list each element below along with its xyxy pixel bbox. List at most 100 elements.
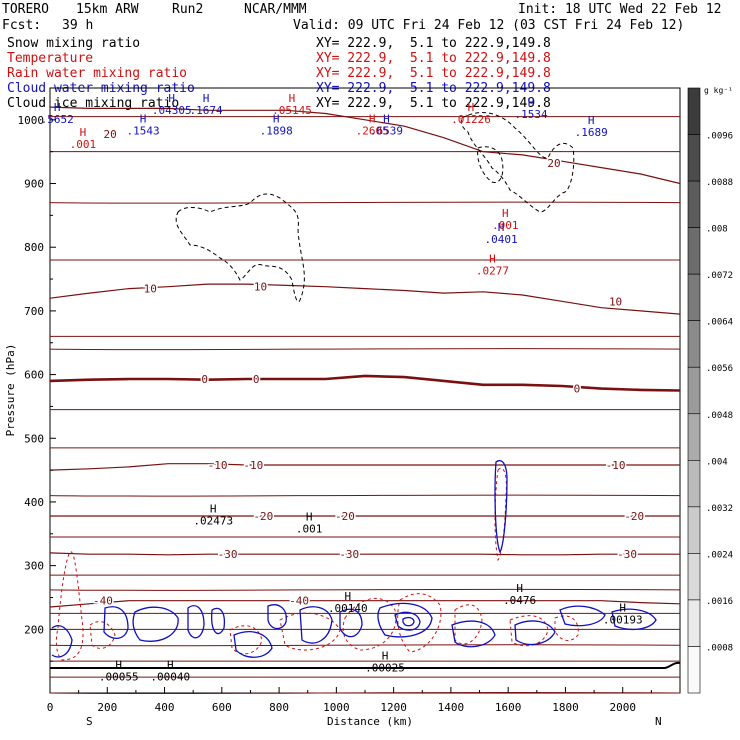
max-marker: H <box>115 658 122 671</box>
cloud-water-contour <box>394 611 421 631</box>
field-xy-range: XY= 222.9, 5.1 to 222.9,149.8 <box>316 51 551 66</box>
cloud-ice-contour <box>175 193 305 303</box>
model-title: TORERO <box>2 2 49 17</box>
y-axis-title: Pressure (hPa) <box>4 344 17 437</box>
model-level-line <box>49 644 681 647</box>
x-tick-label: 1800 <box>552 701 579 714</box>
max-marker: H <box>489 253 496 266</box>
max-value-label: .1674 <box>190 104 223 117</box>
colorbar-tick-label: .008 <box>706 225 728 235</box>
x-end-label-left: S <box>86 715 93 728</box>
field-xy-range: XY= 222.9, 5.1 to 222.9,149.8 <box>316 66 551 81</box>
cloud-water-contour <box>132 606 179 642</box>
isotherm-label: 20 <box>547 157 560 170</box>
max-marker: H <box>468 101 475 114</box>
colorbar-tick-label: .0064 <box>706 318 733 328</box>
max-marker: H <box>382 649 389 662</box>
colorbar-segment <box>687 646 701 694</box>
colorbar-tick-label: .0016 <box>706 597 733 607</box>
max-value-label: .0476 <box>503 594 536 607</box>
colorbar-tick-label: .0088 <box>706 178 733 188</box>
surface-line <box>664 661 681 669</box>
max-marker: H <box>167 658 174 671</box>
max-value-label: .02473 <box>193 514 233 527</box>
isotherm-label: -40 <box>93 595 113 608</box>
cloud-water-contour <box>103 606 129 639</box>
colorbar-tick-label: .0056 <box>706 364 733 374</box>
model-level-line <box>49 660 681 662</box>
field-xy-range: XY= 222.9, 5.1 to 222.9,149.8 <box>316 36 551 51</box>
x-tick-label: 600 <box>212 701 232 714</box>
y-tick-label: 400 <box>24 496 44 509</box>
isotherm-label: 10 <box>144 283 157 296</box>
isotherm-label: -30 <box>617 548 637 561</box>
colorbar-tick-label: .0024 <box>706 550 733 560</box>
x-tick-label: 800 <box>269 701 289 714</box>
y-tick-label: 200 <box>24 623 44 636</box>
max-value-label: .001 <box>70 138 97 151</box>
colorbar-segment <box>687 180 701 228</box>
cloud-ice-contour <box>477 146 504 184</box>
isotherm-0 <box>49 374 681 392</box>
colorbar-tick-label: .0032 <box>706 504 733 514</box>
colorbar-segment <box>687 599 701 647</box>
max-marker: H <box>289 92 296 105</box>
isotherm-20 <box>49 106 681 185</box>
max-value-label: .04305 <box>152 104 192 117</box>
y-tick-label: 300 <box>24 560 44 573</box>
field-name: Temperature <box>7 51 94 66</box>
max-value-label: .00193 <box>603 614 643 627</box>
model-level-line <box>49 588 681 591</box>
model-level-line <box>49 115 681 118</box>
model-level-line <box>49 628 681 631</box>
colorbar-tick-label: .004 <box>706 457 728 467</box>
model-level-line <box>49 691 681 695</box>
resolution-title: 15km ARW <box>76 2 139 17</box>
init-time: Init: 18 UTC Wed 22 Feb 12 <box>518 2 722 17</box>
model-level-line <box>49 676 681 678</box>
max-marker: H <box>306 511 313 524</box>
colorbar-tick-label: .0096 <box>706 132 733 142</box>
max-value-label: .001 <box>296 523 323 536</box>
max-value-label: .0277 <box>476 265 509 278</box>
model-level-line <box>49 150 681 153</box>
max-marker: H <box>502 207 509 220</box>
colorbar-segment <box>687 366 701 415</box>
x-tick-label: 1600 <box>495 701 522 714</box>
colorbar-segment <box>687 134 701 182</box>
isotherm-label: -30 <box>339 548 359 561</box>
model-level-line <box>49 259 681 261</box>
max-value-label: .5652 <box>41 113 74 126</box>
fcst-label: Fcst: <box>2 18 42 33</box>
x-end-label-right: N <box>655 715 662 728</box>
model-level-line <box>49 574 681 576</box>
max-value-label: .1543 <box>127 125 160 138</box>
colorbar-tick-label: .0008 <box>706 643 733 653</box>
colorbar-segment <box>687 227 701 275</box>
max-value-label: .2605 <box>356 125 389 138</box>
colorbar-segment <box>687 273 701 321</box>
y-tick-label: 700 <box>24 305 44 318</box>
max-value-label: .001 <box>492 219 519 232</box>
isotherm-label: -20 <box>253 510 273 523</box>
isotherm-label: 20 <box>104 128 117 141</box>
isotherm-label: -40 <box>289 595 309 608</box>
cloud-water-contour <box>402 616 415 627</box>
cloud-water-contour <box>299 606 333 644</box>
cloud-ice-contour <box>460 112 575 213</box>
max-marker: H <box>80 126 87 139</box>
isotherm-label: 0 <box>574 383 581 396</box>
field-xy-range: XY= 222.9, 5.1 to 222.9,149.8 <box>316 96 551 111</box>
isotherm--30 <box>49 552 680 556</box>
max-value-label: .05145 <box>272 104 312 117</box>
max-value-label: .00025 <box>365 661 405 674</box>
isotherm-label: 10 <box>254 281 267 294</box>
isotherm-label: -10 <box>243 459 263 472</box>
rain-water-contour <box>494 467 507 562</box>
max-marker: H <box>140 113 147 126</box>
cloud-water-contour <box>559 605 606 627</box>
isotherm-label: -30 <box>218 548 238 561</box>
cloud-water-contour <box>51 625 73 658</box>
x-tick-label: 1000 <box>323 701 350 714</box>
max-marker: H <box>210 502 217 515</box>
